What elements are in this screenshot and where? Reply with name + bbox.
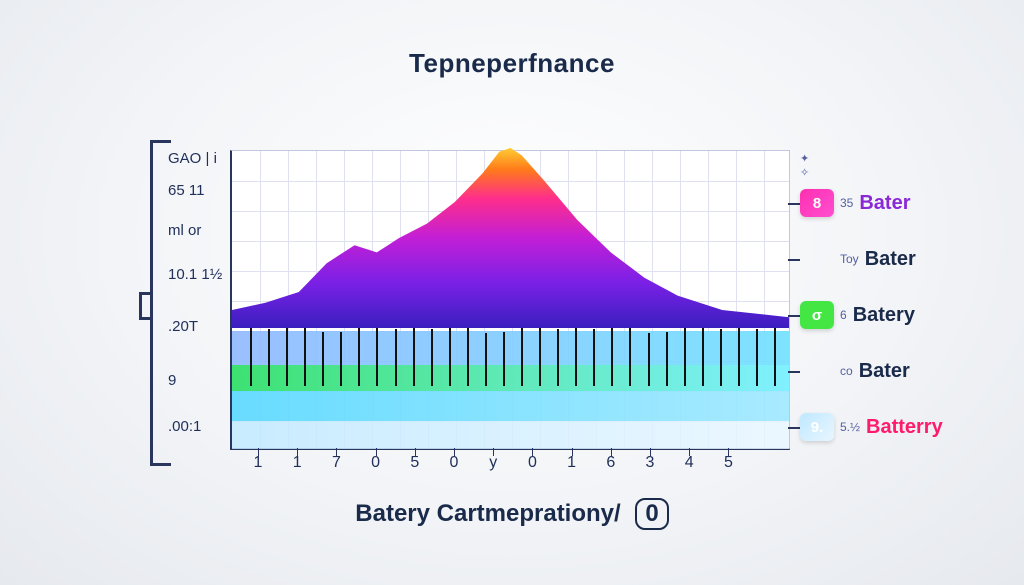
x-tick-label: 1 bbox=[254, 454, 263, 472]
legend-chip: 9. bbox=[800, 413, 834, 441]
x-tick-label: 5 bbox=[724, 454, 733, 472]
x-axis-label-text: Batery Cartmeprationy/ bbox=[355, 500, 620, 527]
legend-chip: σ bbox=[800, 301, 834, 329]
y-axis-label: .20T bbox=[168, 318, 198, 335]
legend-label: Batery bbox=[853, 304, 915, 327]
plot-area bbox=[230, 150, 790, 450]
mountain-area bbox=[232, 148, 789, 328]
x-tick-label: 1 bbox=[567, 454, 576, 472]
legend-row: σ6Batery bbox=[800, 292, 915, 338]
x-tick-label: 0 bbox=[528, 454, 537, 472]
x-axis-label: Batery Cartmeprationy/ 0 bbox=[0, 498, 1024, 530]
x-tick-label: y bbox=[489, 454, 497, 472]
y-axis-label: 10.1 1½ bbox=[168, 266, 222, 283]
legend-label: Bater bbox=[859, 192, 910, 215]
legend-row: ToyBater bbox=[800, 236, 916, 282]
x-tick-label: 7 bbox=[332, 454, 341, 472]
legend-chip: 8 bbox=[800, 189, 834, 217]
x-axis-pill: 0 bbox=[635, 498, 668, 530]
y-axis-label: ml or bbox=[168, 222, 201, 239]
y-axis-label: 9 bbox=[168, 372, 176, 389]
legend-row: 9.5.½Batterry bbox=[800, 404, 943, 450]
x-tick-label: 0 bbox=[371, 454, 380, 472]
x-tick-label: 0 bbox=[450, 454, 459, 472]
y-axis-label: .00:1 bbox=[168, 418, 201, 435]
y-axis-label: GAO | i bbox=[168, 150, 217, 167]
chart-stage: { "title": "Tepneperfnance", "xlabel_mai… bbox=[0, 0, 1024, 585]
x-tick-label: 4 bbox=[685, 454, 694, 472]
x-tick-label: 5 bbox=[410, 454, 419, 472]
left-bracket-nub bbox=[139, 292, 152, 320]
legend-row: coBater bbox=[800, 348, 910, 394]
color-band bbox=[232, 391, 789, 421]
x-tick-label: 6 bbox=[606, 454, 615, 472]
chart-title: Tepneperfnance bbox=[0, 48, 1024, 79]
color-band bbox=[232, 421, 789, 449]
legend-label: Batterry bbox=[866, 416, 943, 439]
legend-label: Bater bbox=[859, 360, 910, 383]
legend-label: Bater bbox=[865, 248, 916, 271]
legend-row: 835Bater bbox=[800, 180, 911, 226]
x-tick-label: 3 bbox=[646, 454, 655, 472]
x-tick-label: 1 bbox=[293, 454, 302, 472]
x-axis-ticks: 1 1 7 0 5 0 y 0 1 6 3 4 5 bbox=[230, 454, 790, 484]
y-axis-label: 65 11 bbox=[168, 182, 204, 199]
